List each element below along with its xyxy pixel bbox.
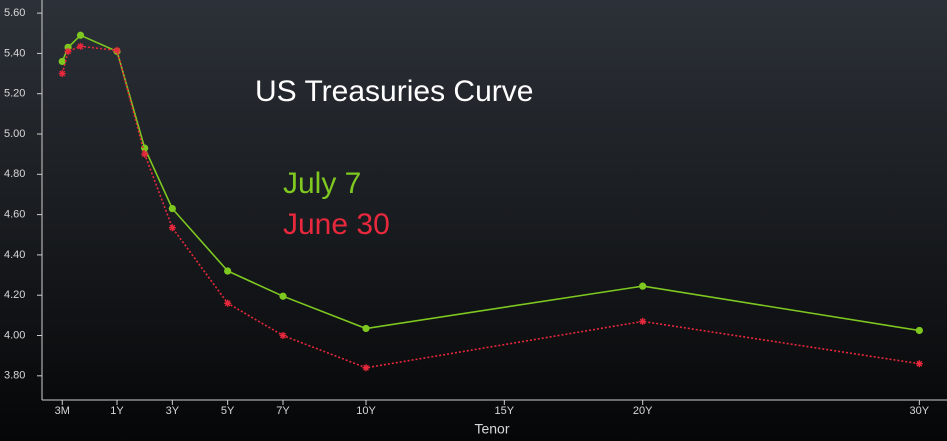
point bbox=[279, 332, 287, 340]
point bbox=[915, 360, 923, 368]
point bbox=[168, 224, 176, 232]
legend-entry: June 30 bbox=[283, 208, 390, 241]
x-tick-label: 15Y bbox=[495, 405, 515, 417]
x-tick-label: 5Y bbox=[221, 405, 235, 417]
point bbox=[64, 47, 72, 55]
y-tick-label: 3.80 bbox=[4, 370, 25, 382]
x-axis-title: Tenor bbox=[474, 421, 509, 437]
x-tick-label: 20Y bbox=[633, 405, 653, 417]
point bbox=[639, 282, 647, 290]
point bbox=[224, 299, 232, 307]
x-tick-label: 10Y bbox=[356, 405, 376, 417]
x-tick-label: 3M bbox=[55, 405, 70, 417]
x-tick-label: 7Y bbox=[276, 405, 290, 417]
y-tick-label: 5.40 bbox=[4, 47, 25, 59]
point bbox=[279, 292, 287, 300]
point bbox=[639, 317, 647, 325]
legend: July 7 June 30 bbox=[283, 167, 390, 241]
point bbox=[224, 267, 232, 275]
point bbox=[77, 42, 84, 50]
y-tick-label: 5.00 bbox=[4, 128, 25, 140]
point bbox=[362, 324, 370, 333]
x-tick-label: 30Y bbox=[910, 405, 930, 417]
point bbox=[58, 57, 66, 66]
point bbox=[58, 70, 66, 78]
point bbox=[915, 326, 923, 335]
chart-title: US Treasuries Curve bbox=[255, 75, 533, 108]
point bbox=[113, 46, 121, 54]
legend-entry: July 7 bbox=[283, 167, 361, 200]
y-tick-label: 4.00 bbox=[4, 329, 25, 341]
y-tick-label: 4.20 bbox=[4, 289, 25, 301]
point bbox=[168, 204, 176, 213]
y-tick-label: 5.60 bbox=[4, 7, 25, 19]
x-tick-label: 1Y bbox=[110, 405, 124, 417]
point bbox=[76, 31, 85, 39]
y-tick-label: 4.40 bbox=[4, 249, 25, 261]
y-tick-label: 5.20 bbox=[4, 88, 25, 100]
y-tick-label: 4.80 bbox=[4, 168, 25, 180]
point bbox=[141, 150, 149, 158]
y-tick-label: 4.60 bbox=[4, 209, 25, 221]
x-tick-label: 3Y bbox=[166, 405, 180, 417]
point bbox=[362, 364, 370, 372]
point bbox=[141, 144, 149, 152]
